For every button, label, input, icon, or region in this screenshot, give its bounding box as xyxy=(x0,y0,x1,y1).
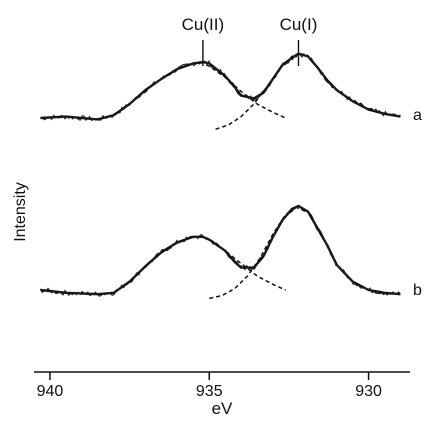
annotation-label: Cu(II) xyxy=(182,15,225,34)
x-tick-label: 930 xyxy=(355,383,382,400)
series-a-label: a xyxy=(413,107,422,124)
annotation-label: Cu(I) xyxy=(280,15,318,34)
series-a-envelope xyxy=(40,52,401,121)
fit-components xyxy=(199,52,299,300)
fit-component-b xyxy=(209,205,299,300)
series-b-line xyxy=(39,205,401,297)
x-tick-label: 940 xyxy=(37,383,64,400)
series-b-label: b xyxy=(413,282,422,299)
fit-component-a xyxy=(215,52,299,130)
x-axis: 940 935 930 eV xyxy=(34,371,410,418)
series-b-envelope xyxy=(40,204,401,296)
x-ticks: 940 935 930 xyxy=(37,372,382,400)
series-labels: ab xyxy=(413,107,422,299)
spectra xyxy=(39,52,401,297)
series-a-line xyxy=(40,52,401,122)
x-axis-label: eV xyxy=(212,399,233,418)
y-axis-label: Intensity xyxy=(12,182,29,242)
peak-annotations: Cu(II) Cu(I) xyxy=(182,15,318,66)
plot-area xyxy=(39,52,401,300)
x-tick-label: 935 xyxy=(196,383,223,400)
fit-component-a xyxy=(199,61,287,119)
